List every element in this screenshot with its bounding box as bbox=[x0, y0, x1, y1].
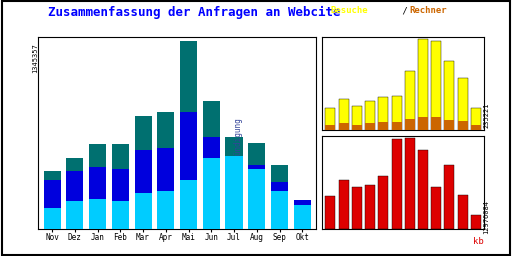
Bar bbox=[66, 171, 83, 229]
Bar bbox=[180, 180, 197, 229]
Bar bbox=[418, 117, 428, 130]
Bar bbox=[271, 191, 288, 229]
Bar bbox=[392, 139, 401, 229]
Bar bbox=[431, 41, 441, 130]
Bar bbox=[112, 169, 129, 229]
Text: /: / bbox=[397, 6, 413, 15]
Bar bbox=[352, 125, 362, 130]
Bar bbox=[458, 195, 467, 229]
Bar bbox=[431, 117, 441, 130]
Bar bbox=[135, 193, 152, 229]
Bar bbox=[365, 101, 375, 130]
Bar bbox=[225, 137, 243, 229]
Bar bbox=[157, 191, 174, 229]
Bar bbox=[352, 106, 362, 130]
Bar bbox=[112, 201, 129, 229]
Bar bbox=[365, 186, 375, 229]
Bar bbox=[44, 180, 60, 229]
Bar bbox=[248, 165, 265, 229]
Bar bbox=[378, 176, 388, 229]
Bar bbox=[444, 61, 455, 130]
Bar bbox=[271, 182, 288, 229]
Text: Rechner: Rechner bbox=[410, 6, 447, 15]
Bar bbox=[418, 39, 428, 130]
Bar bbox=[180, 112, 197, 229]
Bar bbox=[418, 150, 428, 229]
Bar bbox=[271, 165, 288, 229]
Bar bbox=[458, 78, 467, 130]
Bar bbox=[135, 150, 152, 229]
Bar bbox=[89, 199, 106, 229]
Bar bbox=[431, 187, 441, 229]
Bar bbox=[326, 125, 335, 130]
Text: 235221: 235221 bbox=[483, 102, 489, 128]
Text: Quit/Kündigung: Quit/Kündigung bbox=[234, 118, 243, 183]
Bar bbox=[89, 144, 106, 229]
Bar bbox=[339, 180, 349, 229]
Bar bbox=[157, 148, 174, 229]
Bar bbox=[112, 144, 129, 229]
Bar bbox=[203, 158, 220, 229]
Bar bbox=[378, 122, 388, 130]
Bar bbox=[248, 143, 265, 229]
Bar bbox=[378, 97, 388, 130]
Bar bbox=[444, 120, 455, 130]
Bar bbox=[66, 158, 83, 229]
Text: Zusammenfassung der Anfragen an Webcite: Zusammenfassung der Anfragen an Webcite bbox=[48, 6, 341, 19]
Bar bbox=[294, 200, 311, 229]
Bar bbox=[405, 71, 415, 130]
Bar bbox=[471, 125, 481, 130]
Bar bbox=[157, 112, 174, 229]
Bar bbox=[326, 108, 335, 130]
Bar bbox=[225, 156, 243, 229]
Bar bbox=[458, 121, 467, 130]
Bar bbox=[66, 201, 83, 229]
Bar bbox=[135, 116, 152, 229]
Bar bbox=[203, 101, 220, 229]
Bar bbox=[248, 169, 265, 229]
Bar bbox=[44, 171, 60, 229]
Bar bbox=[352, 187, 362, 229]
Bar bbox=[294, 204, 311, 229]
Bar bbox=[225, 156, 243, 229]
Bar bbox=[405, 138, 415, 229]
Bar bbox=[326, 196, 335, 229]
Text: kb: kb bbox=[473, 237, 484, 246]
Bar bbox=[339, 99, 349, 130]
Bar bbox=[339, 123, 349, 130]
Bar bbox=[180, 41, 197, 229]
Text: 1345357: 1345357 bbox=[32, 44, 38, 73]
Bar bbox=[392, 122, 401, 130]
Text: 12976084: 12976084 bbox=[483, 200, 489, 234]
Bar bbox=[294, 205, 311, 229]
Text: Besuche: Besuche bbox=[330, 6, 368, 15]
Bar bbox=[444, 165, 455, 229]
Bar bbox=[89, 167, 106, 229]
Bar bbox=[392, 96, 401, 130]
Bar bbox=[365, 123, 375, 130]
Bar bbox=[203, 137, 220, 229]
Bar bbox=[44, 208, 60, 229]
Bar bbox=[405, 119, 415, 130]
Bar bbox=[471, 215, 481, 229]
Bar bbox=[471, 108, 481, 130]
